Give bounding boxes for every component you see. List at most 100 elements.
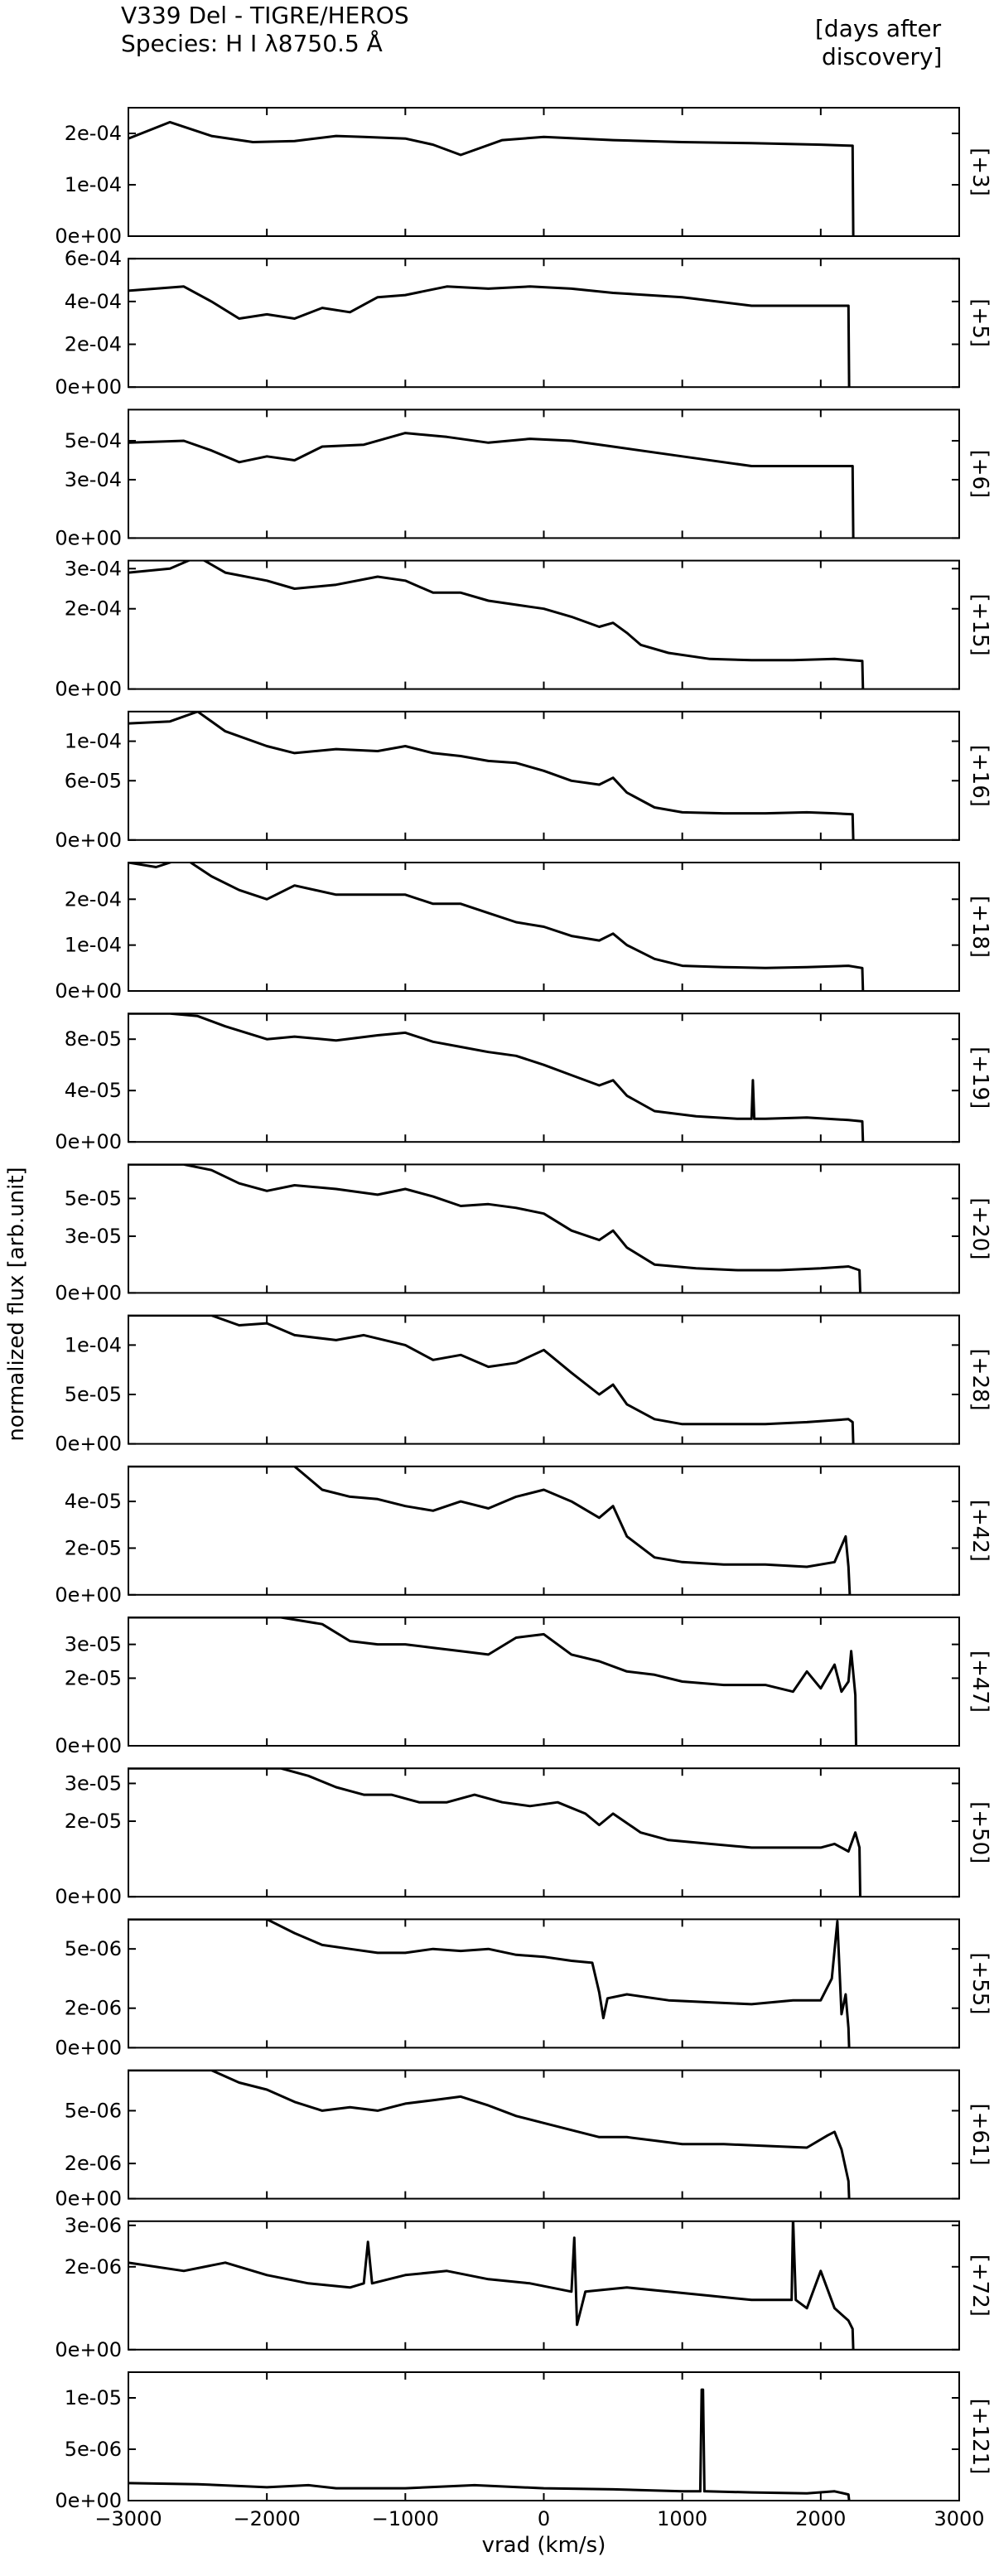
y-axis-label: normalized flux [arb.unit] bbox=[4, 1167, 29, 1441]
day-label-panel-14: [+61] bbox=[967, 2104, 992, 2166]
y-tick-label: 2e-04 bbox=[65, 887, 122, 911]
panel-frame-2 bbox=[128, 258, 960, 389]
panel-frame-1 bbox=[128, 107, 960, 237]
y-tick-label: 0e+00 bbox=[55, 2338, 122, 2361]
spectrum-line-panel-9 bbox=[128, 1315, 855, 1444]
spectrum-line-panel-6 bbox=[128, 863, 865, 991]
y-tick-label: 0e+00 bbox=[55, 526, 122, 549]
spectrum-line-panel-16 bbox=[128, 2388, 851, 2501]
panel-frame-10 bbox=[128, 1465, 960, 1596]
x-tick-label: −2000 bbox=[234, 2507, 301, 2530]
spectrum-line-panel-12 bbox=[128, 1768, 861, 1897]
panel-frame-5 bbox=[128, 710, 960, 841]
day-label-panel-16: [+121] bbox=[967, 2399, 992, 2475]
y-tick-label: 5e-05 bbox=[65, 1187, 122, 1210]
y-tick-label: 3e-05 bbox=[65, 1771, 122, 1795]
spectrum-line-panel-3 bbox=[128, 432, 855, 539]
day-label-panel-11: [+47] bbox=[967, 1650, 992, 1713]
y-tick-label: 1e-04 bbox=[65, 1333, 122, 1356]
y-tick-label: 4e-04 bbox=[65, 290, 122, 313]
y-tick-label: 0e+00 bbox=[55, 1130, 122, 1153]
x-tick-label: 0 bbox=[538, 2507, 550, 2530]
y-tick-label: 5e-04 bbox=[65, 429, 122, 452]
x-axis-label: vrad (km/s) bbox=[482, 2533, 606, 2558]
day-label-panel-3: [+6] bbox=[967, 450, 992, 499]
day-label-panel-5: [+16] bbox=[967, 745, 992, 807]
day-label-panel-13: [+55] bbox=[967, 1952, 992, 2014]
x-tick-label: −1000 bbox=[372, 2507, 439, 2530]
panel-frame-8 bbox=[128, 1163, 960, 1294]
panel-frame-16 bbox=[128, 2371, 960, 2501]
y-tick-label: 3e-04 bbox=[65, 468, 122, 491]
days-header-line1: [days after bbox=[815, 15, 942, 42]
y-tick-label: 8e-05 bbox=[65, 1027, 122, 1051]
day-label-panel-1: [+3] bbox=[967, 147, 992, 196]
panel-frame-7 bbox=[128, 1013, 960, 1143]
day-label-panel-10: [+42] bbox=[967, 1500, 992, 1562]
spectrum-line-panel-11 bbox=[128, 1617, 857, 1746]
y-tick-label: 5e-05 bbox=[65, 1383, 122, 1406]
y-tick-label: 4e-05 bbox=[65, 1490, 122, 1513]
y-tick-label: 1e-04 bbox=[65, 173, 122, 196]
y-tick-label: 0e+00 bbox=[55, 979, 122, 1003]
y-tick-label: 5e-06 bbox=[65, 1937, 122, 1960]
y-tick-label: 5e-06 bbox=[65, 2438, 122, 2461]
panel-frame-4 bbox=[128, 559, 960, 690]
y-tick-label: 3e-06 bbox=[65, 2214, 122, 2237]
y-tick-label: 2e-05 bbox=[65, 1666, 122, 1689]
y-tick-label: 0e+00 bbox=[55, 1583, 122, 1607]
y-tick-label: 0e+00 bbox=[55, 1281, 122, 1304]
day-label-panel-9: [+28] bbox=[967, 1349, 992, 1411]
x-tick-label: −3000 bbox=[94, 2507, 162, 2530]
y-tick-label: 5e-06 bbox=[65, 2099, 122, 2122]
y-tick-label: 0e+00 bbox=[55, 2036, 122, 2059]
day-label-panel-15: [+72] bbox=[967, 2255, 992, 2317]
y-tick-label: 2e-04 bbox=[65, 333, 122, 356]
spectrum-line-panel-10 bbox=[128, 1466, 852, 1595]
spectrum-line-panel-8 bbox=[128, 1164, 861, 1293]
figure-title-line1: V339 Del - TIGRE/HEROS bbox=[121, 2, 409, 29]
y-tick-label: 6e-05 bbox=[65, 769, 122, 792]
spectrum-line-panel-7 bbox=[128, 1013, 865, 1143]
y-tick-label: 0e+00 bbox=[55, 375, 122, 399]
spectrum-line-panel-15 bbox=[128, 2221, 855, 2350]
y-tick-label: 0e+00 bbox=[55, 225, 122, 248]
y-tick-label: 1e-04 bbox=[65, 730, 122, 753]
spectrum-line-panel-2 bbox=[128, 285, 851, 388]
y-tick-label: 2e-04 bbox=[65, 597, 122, 621]
spectrum-line-panel-1 bbox=[128, 120, 855, 236]
y-tick-label: 0e+00 bbox=[55, 678, 122, 701]
panel-frame-12 bbox=[128, 1767, 960, 1898]
panel-frame-9 bbox=[128, 1314, 960, 1445]
panel-frame-3 bbox=[128, 408, 960, 539]
figure-title-line2: Species: H I λ8750.5 Å bbox=[121, 30, 383, 57]
x-tick-label: 2000 bbox=[795, 2507, 846, 2530]
y-tick-label: 2e-04 bbox=[65, 122, 122, 145]
panel-frame-11 bbox=[128, 1617, 960, 1747]
x-tick-label: 1000 bbox=[657, 2507, 707, 2530]
spectrum-line-panel-5 bbox=[128, 711, 855, 840]
y-tick-label: 3e-04 bbox=[65, 557, 122, 580]
y-tick-label: 0e+00 bbox=[55, 2489, 122, 2512]
y-tick-label: 0e+00 bbox=[55, 829, 122, 852]
spectrum-line-panel-4 bbox=[128, 560, 865, 689]
y-tick-label: 2e-05 bbox=[65, 1810, 122, 1833]
spectrum-line-panel-14 bbox=[128, 2070, 851, 2199]
day-label-panel-6: [+18] bbox=[967, 896, 992, 958]
y-tick-label: 2e-06 bbox=[65, 1997, 122, 2020]
y-tick-label: 4e-05 bbox=[65, 1079, 122, 1102]
y-tick-label: 2e-05 bbox=[65, 1536, 122, 1559]
day-label-panel-7: [+19] bbox=[967, 1046, 992, 1109]
day-label-panel-12: [+50] bbox=[967, 1801, 992, 1863]
spectrum-line-panel-13 bbox=[128, 1919, 851, 2048]
y-tick-label: 3e-05 bbox=[65, 1633, 122, 1656]
day-label-panel-8: [+20] bbox=[967, 1197, 992, 1259]
y-tick-label: 1e-04 bbox=[65, 934, 122, 957]
y-tick-label: 0e+00 bbox=[55, 1885, 122, 1908]
y-tick-label: 3e-05 bbox=[65, 1225, 122, 1248]
y-tick-label: 2e-06 bbox=[65, 2255, 122, 2279]
y-tick-label: 0e+00 bbox=[55, 1433, 122, 1456]
y-tick-label: 1e-05 bbox=[65, 2386, 122, 2409]
y-tick-label: 2e-06 bbox=[65, 2152, 122, 2175]
